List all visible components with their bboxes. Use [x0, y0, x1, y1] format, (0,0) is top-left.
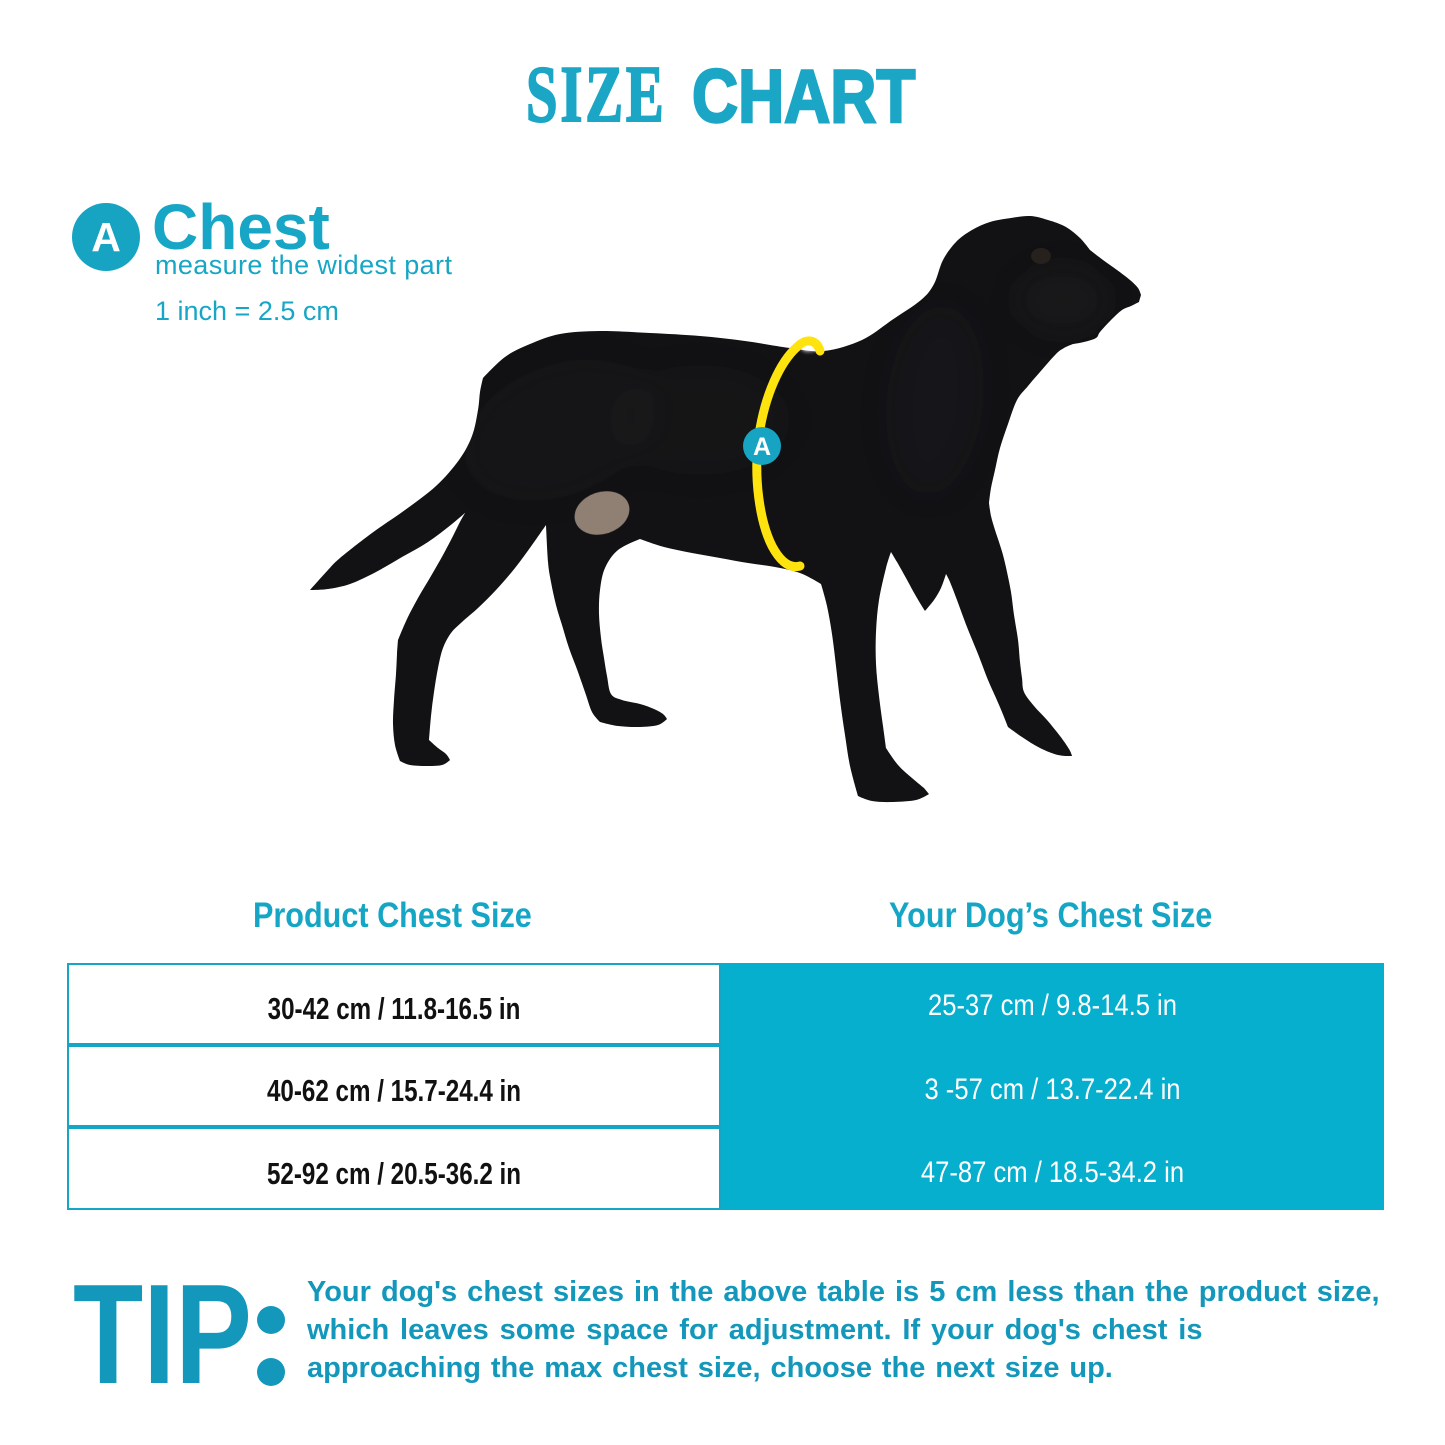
- svg-text:A: A: [753, 433, 771, 461]
